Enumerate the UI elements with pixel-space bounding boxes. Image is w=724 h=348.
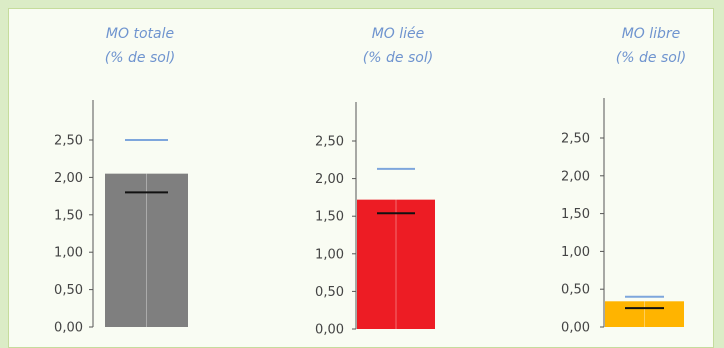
chart-1-y-tick-label: 2,50 — [54, 134, 83, 149]
chart-2-y-tick-label: 1,00 — [315, 247, 344, 262]
chart-3-y-tick-label: 2,50 — [561, 132, 590, 147]
chart-1-bar — [105, 173, 188, 327]
chart-1-subtitle: (% de sol) — [105, 50, 175, 66]
chart-1-y-tick-label: 0,00 — [54, 321, 83, 336]
chart-3-y-tick-label: 0,50 — [561, 283, 590, 298]
chart-1-y-tick-label: 1,50 — [54, 208, 83, 223]
chart-3-y-tick-label: 2,00 — [561, 169, 590, 184]
chart-2-subtitle: (% de sol) — [363, 50, 433, 66]
chart-2-bar — [357, 199, 435, 329]
chart-1-y-tick-label: 0,50 — [54, 283, 83, 298]
chart-2-y-tick-label: 0,50 — [315, 285, 344, 300]
chart-2-y-tick-label: 2,50 — [315, 135, 344, 150]
chart-3-title: MO libre — [622, 26, 681, 42]
chart-3-y-tick-label: 0,00 — [561, 321, 590, 336]
chart-2-y-tick-label: 0,00 — [315, 323, 344, 338]
chart-3-subtitle: (% de sol) — [616, 50, 686, 66]
chart-1-y-tick-label: 1,00 — [54, 246, 83, 261]
chart-2-y-tick-label: 2,00 — [315, 172, 344, 187]
chart-2-title: MO liée — [372, 26, 425, 42]
chart-3-y-tick-label: 1,50 — [561, 207, 590, 222]
chart-1-y-tick-label: 2,00 — [54, 171, 83, 186]
chart-3-bar — [605, 301, 684, 327]
chart-3-y-tick-label: 1,00 — [561, 245, 590, 260]
chart-2-y-tick-label: 1,50 — [315, 210, 344, 225]
chart-1-title: MO totale — [106, 26, 174, 42]
